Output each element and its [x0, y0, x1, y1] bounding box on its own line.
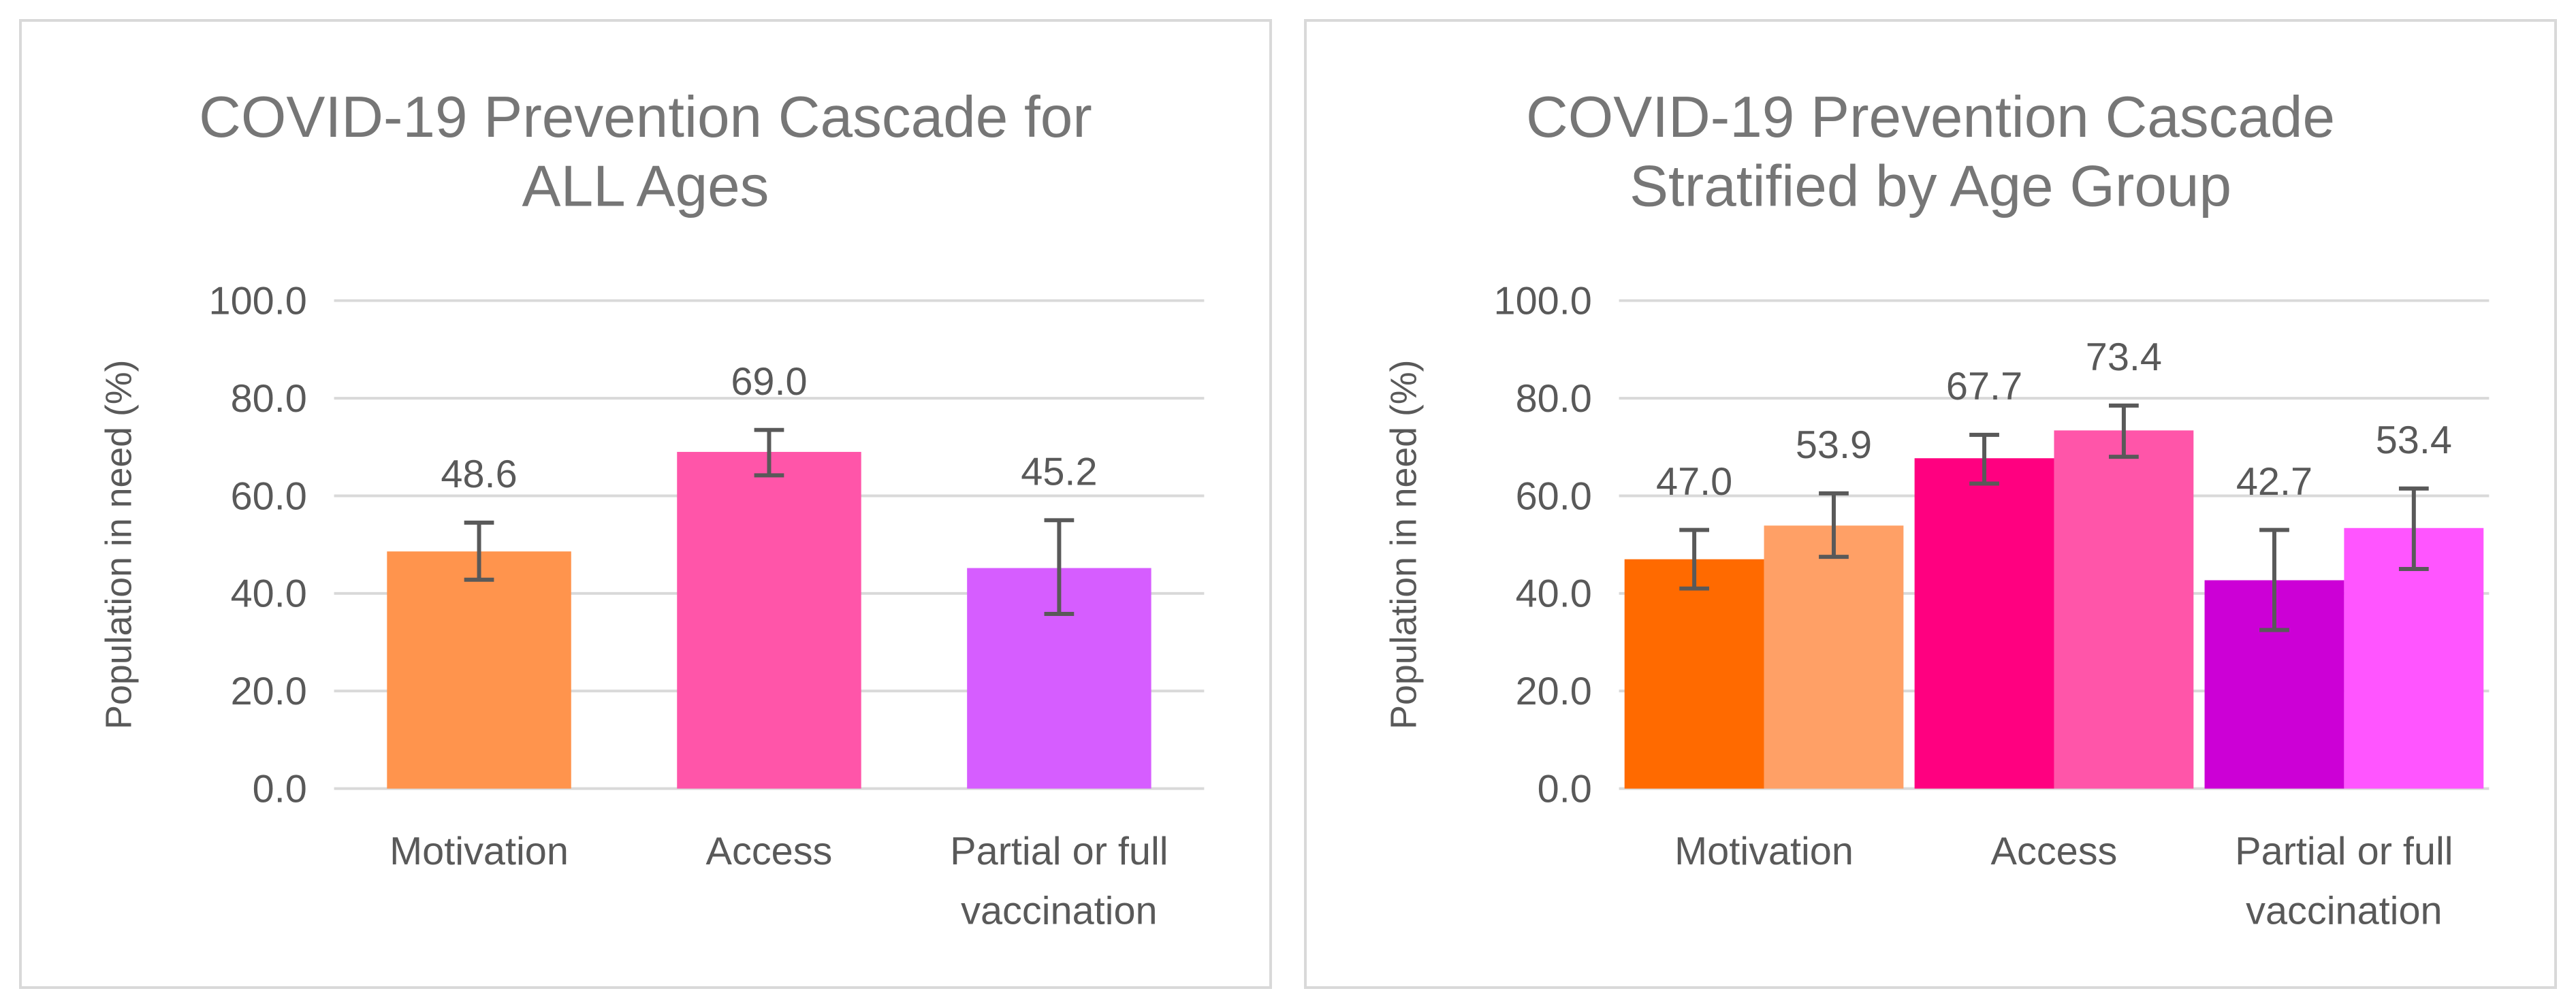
y-tick-label: 80.0	[231, 377, 307, 421]
y-axis-label: Population in need (%)	[98, 360, 139, 730]
data-label: 67.7	[1946, 365, 2022, 408]
data-label: 48.6	[441, 453, 517, 496]
chart-title-line: COVID-19 Prevention Cascade	[1526, 85, 2335, 150]
y-tick-label: 40.0	[231, 572, 307, 616]
y-tick-label: 0.0	[253, 768, 307, 811]
bar	[2054, 430, 2194, 789]
data-label: 42.7	[2236, 460, 2312, 504]
data-label: 73.4	[2086, 336, 2162, 379]
data-label: 47.0	[1656, 460, 1732, 504]
data-label: 53.9	[1796, 423, 1872, 467]
x-category-label: vaccination	[961, 890, 1157, 933]
bar	[387, 551, 571, 789]
y-tick-label: 20.0	[231, 670, 307, 713]
x-category-label: Partial or full	[2235, 830, 2453, 873]
data-label: 53.4	[2376, 419, 2452, 462]
x-category-label: Access	[706, 830, 833, 873]
y-tick-label: 0.0	[1538, 768, 1592, 811]
x-category-label: Motivation	[389, 830, 569, 873]
y-tick-label: 60.0	[231, 474, 307, 518]
x-category-label: vaccination	[2246, 890, 2442, 933]
y-axis-label: Population in need (%)	[1383, 360, 1424, 730]
bar	[1914, 458, 2054, 789]
chart-panel-all-ages: COVID-19 Prevention Cascade for ALL Ages 0…	[19, 19, 1272, 989]
chart-title-line: COVID-19 Prevention Cascade for	[199, 85, 1092, 150]
x-category-label: Motivation	[1674, 830, 1854, 873]
chart-title-line: Stratified by Age Group	[1629, 154, 2231, 218]
y-tick-label: 100.0	[1494, 280, 1592, 323]
bar	[2344, 527, 2484, 789]
y-tick-label: 60.0	[1516, 474, 1592, 518]
y-tick-label: 20.0	[1516, 670, 1592, 713]
bar	[1624, 559, 1764, 789]
x-category-label: Partial or full	[950, 830, 1168, 873]
chart-title-line: ALL Ages	[522, 154, 769, 218]
x-category-label: Access	[1991, 830, 2118, 873]
data-label: 45.2	[1021, 451, 1097, 494]
bar	[1764, 525, 1904, 789]
bar	[677, 451, 861, 789]
y-tick-label: 40.0	[1516, 572, 1592, 616]
y-tick-label: 80.0	[1516, 377, 1592, 421]
chart-panel-by-age-group: COVID-19 Prevention Cascade Stratified by…	[1304, 19, 2557, 989]
y-tick-label: 100.0	[209, 280, 307, 323]
data-label: 69.0	[731, 360, 807, 404]
